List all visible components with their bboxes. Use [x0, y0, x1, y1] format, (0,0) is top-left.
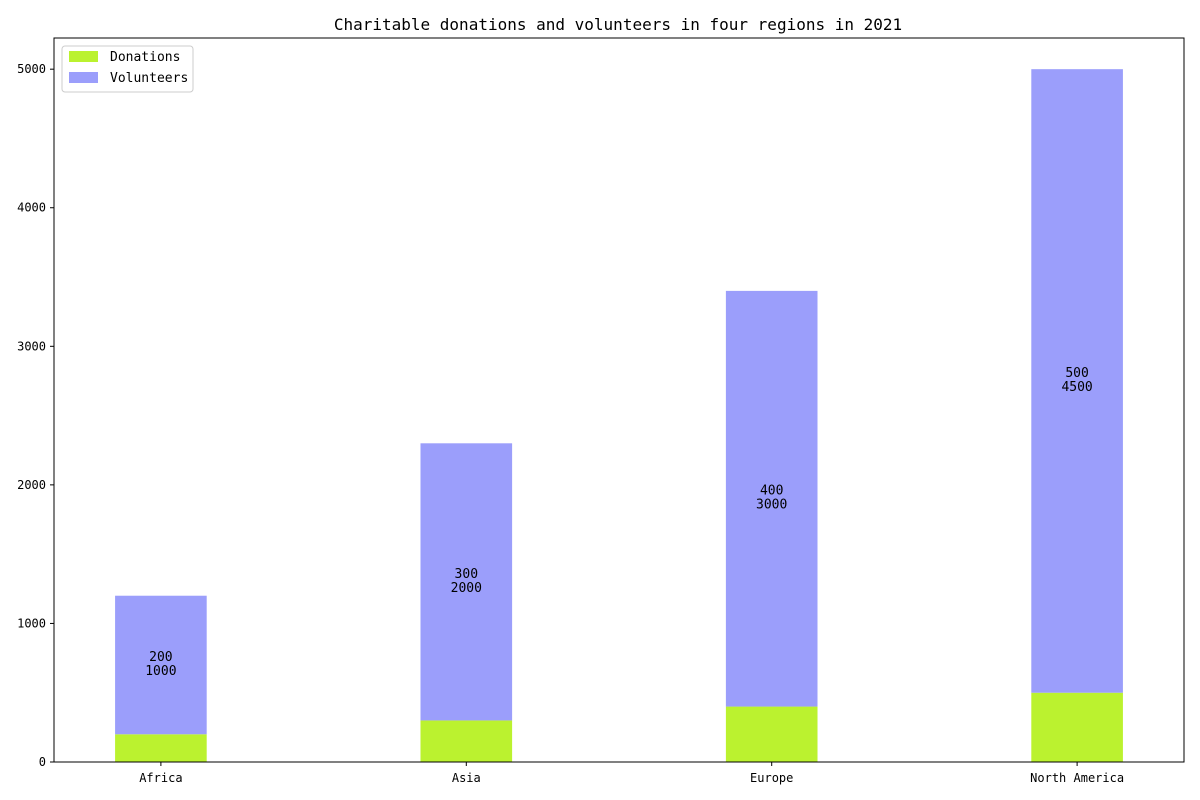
- bar-volunteers-europe: [725, 290, 818, 707]
- data-label-donations: 400: [760, 484, 783, 499]
- data-label-volunteers: 2000: [451, 581, 482, 596]
- plot-area: [54, 38, 1184, 762]
- chart-title: Charitable donations and volunteers in f…: [334, 15, 902, 34]
- x-tick-label: Asia: [452, 771, 481, 785]
- bar-donations-africa: [115, 734, 207, 762]
- legend-label-volunteers: Volunteers: [110, 71, 188, 86]
- legend: Donations Volunteers: [61, 45, 194, 93]
- x-tick-label: North America: [1030, 771, 1124, 785]
- bar-donations-north-america: [1031, 692, 1123, 762]
- y-tick-label: 5000: [17, 62, 46, 76]
- data-label-volunteers: 1000: [145, 664, 176, 679]
- y-tick-label: 1000: [17, 616, 46, 630]
- x-tick-label: Africa: [139, 771, 182, 785]
- y-tick-label: 0: [39, 755, 46, 769]
- x-tick-label: Europe: [750, 771, 793, 785]
- bar-volunteers-north-america: [1031, 69, 1123, 693]
- data-label-donations: 200: [149, 650, 172, 665]
- x-axis: Africa Asia Europe North America: [139, 762, 1124, 785]
- data-label-volunteers: 3000: [756, 498, 787, 513]
- legend-swatch-donations: [69, 51, 98, 62]
- legend-swatch-volunteers: [69, 72, 98, 83]
- y-axis: 0 1000 2000 3000 4000 5000: [17, 62, 54, 769]
- bars-layer: [115, 69, 1123, 762]
- bar-donations-europe: [725, 706, 818, 762]
- data-label-donations: 500: [1065, 366, 1088, 381]
- plot-frame: [53, 37, 1185, 763]
- bar-volunteers-asia: [420, 443, 513, 721]
- y-tick-label: 4000: [17, 201, 46, 215]
- y-tick-label: 3000: [17, 339, 46, 353]
- legend-label-donations: Donations: [110, 50, 180, 65]
- bar-donations-asia: [420, 720, 513, 762]
- y-tick-label: 2000: [17, 478, 46, 492]
- data-label-volunteers: 4500: [1061, 380, 1092, 395]
- bar-volunteers-africa: [115, 595, 207, 735]
- data-label-donations: 300: [455, 567, 478, 582]
